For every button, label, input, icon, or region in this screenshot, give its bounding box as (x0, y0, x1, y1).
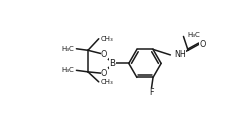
Text: NH: NH (174, 50, 186, 59)
Text: O: O (101, 50, 107, 59)
Text: O: O (101, 69, 107, 78)
Text: B: B (110, 59, 116, 68)
Text: H₃C: H₃C (61, 67, 74, 73)
Text: H₃C: H₃C (187, 32, 200, 38)
Text: O: O (200, 40, 206, 49)
Text: F: F (149, 88, 153, 97)
Text: CH₃: CH₃ (101, 79, 114, 85)
Text: H₃C: H₃C (61, 46, 74, 52)
Text: CH₃: CH₃ (101, 36, 114, 42)
